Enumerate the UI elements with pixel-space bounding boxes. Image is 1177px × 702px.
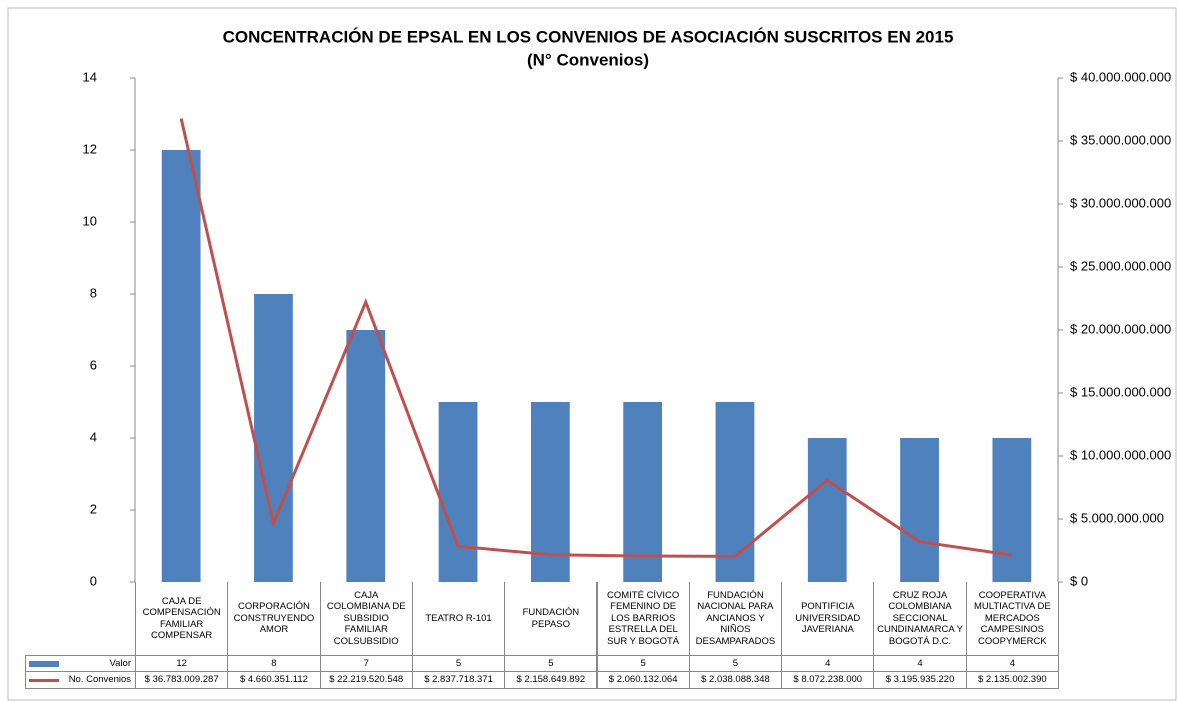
bar [992, 438, 1032, 582]
table-value: $ 36.783.009.287 [135, 671, 229, 689]
bar [530, 402, 570, 582]
chart-title: CONCENTRACIÓN DE EPSAL EN LOS CONVENIOS … [223, 27, 954, 46]
x-tick-label: COOPERATIVA MULTIACTIVA DE MERCADOS CAMP… [965, 582, 1059, 656]
table-value: $ 2.135.002.390 [965, 671, 1059, 689]
bar [900, 438, 939, 582]
table-value: $ 2.158.649.892 [504, 671, 598, 689]
y-tick-label: 4 [90, 429, 97, 444]
legend-key [29, 660, 59, 667]
table-value: 7 [319, 655, 413, 672]
x-tick-label: CRUZ ROJA COLOMBIANA SECCIONAL CUNDINAMA… [873, 582, 967, 656]
legend-key [29, 678, 59, 682]
y2-tick-label: $ 15.000.000.000 [1070, 384, 1171, 399]
table-value: 4 [873, 655, 967, 672]
y2-tick-label: $ 40.000.000.000 [1070, 69, 1171, 84]
x-tick-label: FUNDACIÓN NACIONAL PARA ANCIANOS Y NIÑOS… [688, 582, 783, 656]
table-value: $ 2.060.132.064 [596, 671, 690, 689]
y2-tick-label: $ 35.000.000.000 [1070, 132, 1171, 147]
x-tick-label: COMITÉ CÍVICO FEMENINO DE LOS BARRIOS ES… [596, 582, 690, 656]
table-value: $ 3.195.935.220 [873, 671, 967, 689]
table-value: $ 4.660.351.112 [227, 671, 321, 689]
table-value: 5 [504, 655, 598, 672]
bar [438, 402, 478, 582]
y2-tick-label: $ 5.000.000.000 [1070, 510, 1164, 525]
y-tick-label: 0 [90, 573, 97, 588]
table-value: $ 22.219.520.548 [319, 671, 413, 689]
bar [715, 402, 755, 582]
chart-border [7, 7, 1177, 701]
table-value: 4 [781, 655, 875, 672]
y2-tick-label: $ 10.000.000.000 [1070, 447, 1171, 462]
x-tick-label: PONTIFICIA UNIVERSIDAD JAVERIANA [781, 582, 875, 656]
bar [807, 438, 847, 582]
table-value: $ 8.072.238.000 [781, 671, 875, 689]
y-tick-label: 14 [83, 69, 97, 84]
table-value: 4 [965, 655, 1059, 672]
bar [161, 150, 201, 582]
y-tick-label: 12 [83, 141, 97, 156]
y2-tick-label: $ 20.000.000.000 [1070, 321, 1171, 336]
y-tick-label: 8 [90, 285, 97, 300]
bar [623, 402, 663, 582]
table-value: 12 [135, 655, 229, 672]
table-value: $ 2.038.088.348 [688, 671, 783, 689]
bar [254, 294, 293, 582]
table-value: 5 [411, 655, 506, 672]
y2-tick-label: $ 25.000.000.000 [1070, 258, 1171, 273]
table-value: 5 [688, 655, 783, 672]
y-tick-label: 2 [90, 501, 97, 516]
y2-tick-label: $ 30.000.000.000 [1070, 195, 1171, 210]
y2-tick-label: $ 0 [1070, 573, 1088, 588]
table-value: 5 [596, 655, 690, 672]
line [179, 118, 1013, 558]
y-tick-label: 10 [83, 213, 97, 228]
x-tick-label: TEATRO R-101 [411, 582, 506, 656]
y-tick-label: 6 [90, 357, 97, 372]
x-tick-label: CAJA DE COMPENSACIÓN FAMILIAR COMPENSAR [135, 582, 229, 656]
x-tick-label: FUNDACIÓN PEPASO [504, 582, 598, 656]
table-value: $ 2.837.718.371 [411, 671, 506, 689]
table-value: 8 [227, 655, 321, 672]
chart-subtitle: (N° Convenios) [527, 50, 649, 69]
x-tick-label: CAJA COLOMBIANA DE SUBSIDIO FAMILIAR COL… [319, 582, 413, 656]
bar [346, 330, 386, 582]
x-tick-label: CORPORACIÓN CONSTRUYENDO AMOR [227, 582, 321, 656]
